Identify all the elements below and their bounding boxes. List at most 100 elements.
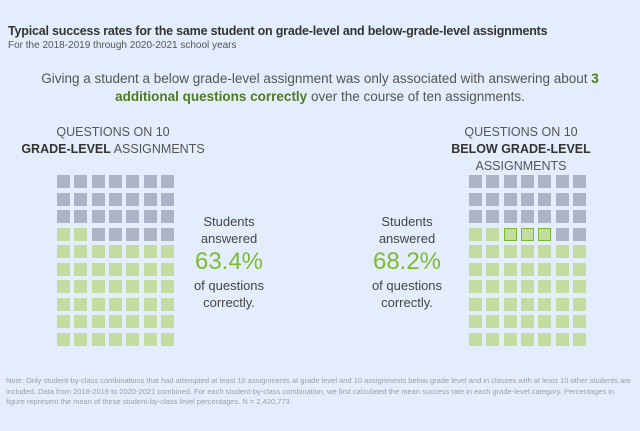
correct-question-square: [469, 227, 482, 241]
summary-highlight: 3 additional questions correctly: [115, 71, 599, 104]
correct-question-square: [57, 227, 70, 241]
correct-question-square: [503, 315, 517, 328]
incorrect-question-square: [160, 210, 174, 223]
correct-question-square: [572, 315, 586, 328]
correct-question-square: [91, 297, 105, 311]
correct-question-square: [143, 245, 157, 258]
correct-question-square: [74, 262, 88, 276]
additional-correct-question-square: [538, 227, 552, 241]
correct-question-square: [538, 262, 552, 276]
correct-question-square: [503, 332, 517, 346]
incorrect-question-square: [160, 192, 174, 206]
incorrect-question-square: [572, 210, 586, 223]
correct-question-square: [503, 245, 517, 258]
incorrect-question-square: [91, 175, 105, 188]
correct-question-square: [143, 332, 157, 346]
correct-question-square: [57, 315, 70, 328]
incorrect-question-square: [555, 227, 569, 241]
left-heading-bold: GRADE-LEVEL: [21, 142, 111, 156]
correct-question-square: [486, 280, 500, 293]
summary-text: Giving a student a below grade-level ass…: [20, 70, 620, 106]
correct-question-square: [108, 280, 122, 293]
correct-question-square: [572, 332, 586, 346]
incorrect-question-square: [91, 210, 105, 223]
incorrect-question-square: [555, 192, 569, 206]
correct-question-square: [520, 297, 534, 311]
incorrect-question-square: [160, 175, 174, 188]
incorrect-question-square: [520, 192, 534, 206]
incorrect-question-square: [503, 175, 517, 188]
correct-question-square: [91, 332, 105, 346]
incorrect-question-square: [520, 210, 534, 223]
correct-question-square: [126, 315, 140, 328]
correct-question-square: [486, 332, 500, 346]
incorrect-question-square: [57, 192, 70, 206]
incorrect-question-square: [538, 210, 552, 223]
correct-question-square: [538, 297, 552, 311]
correct-question-square: [91, 262, 105, 276]
left-panel-heading: QUESTIONS ON 10 GRADE-LEVEL ASSIGNMENTS: [0, 124, 226, 158]
left-stat: Students answered 63.4% of questions cor…: [169, 213, 289, 311]
correct-question-square: [108, 332, 122, 346]
correct-question-square: [57, 332, 70, 346]
correct-question-square: [126, 245, 140, 258]
incorrect-question-square: [469, 210, 482, 223]
incorrect-question-square: [126, 227, 140, 241]
correct-question-square: [572, 297, 586, 311]
correct-question-square: [572, 245, 586, 258]
incorrect-question-square: [74, 210, 88, 223]
correct-question-square: [108, 262, 122, 276]
correct-question-square: [160, 280, 174, 293]
incorrect-question-square: [108, 210, 122, 223]
incorrect-question-square: [126, 192, 140, 206]
correct-question-square: [503, 280, 517, 293]
incorrect-question-square: [572, 227, 586, 241]
summary-after: over the course of ten assignments.: [307, 89, 525, 104]
correct-question-square: [126, 332, 140, 346]
correct-question-square: [108, 315, 122, 328]
correct-question-square: [572, 280, 586, 293]
correct-question-square: [520, 332, 534, 346]
incorrect-question-square: [143, 192, 157, 206]
correct-question-square: [520, 315, 534, 328]
right-panel-heading: QUESTIONS ON 10 BELOW GRADE-LEVEL ASSIGN…: [405, 124, 637, 175]
correct-question-square: [555, 315, 569, 328]
incorrect-question-square: [572, 175, 586, 188]
correct-question-square: [486, 227, 500, 241]
incorrect-question-square: [143, 175, 157, 188]
right-heading-rest: ASSIGNMENTS: [475, 159, 567, 173]
incorrect-question-square: [108, 227, 122, 241]
correct-question-square: [538, 280, 552, 293]
right-stat-line3: of questions: [371, 278, 443, 293]
incorrect-question-square: [486, 210, 500, 223]
correct-question-square: [74, 332, 88, 346]
correct-question-square: [486, 315, 500, 328]
incorrect-question-square: [503, 192, 517, 206]
incorrect-question-square: [469, 175, 482, 188]
correct-question-square: [538, 245, 552, 258]
correct-question-square: [126, 280, 140, 293]
footnote: Note: Only student-by-class combinations…: [6, 376, 631, 406]
correct-question-square: [126, 297, 140, 311]
correct-question-square: [503, 297, 517, 311]
incorrect-question-square: [126, 210, 140, 223]
correct-question-square: [520, 262, 534, 276]
incorrect-question-square: [108, 192, 122, 206]
correct-question-square: [469, 280, 482, 293]
incorrect-question-square: [520, 175, 534, 188]
correct-question-square: [143, 262, 157, 276]
right-percent: 68.2%: [372, 248, 442, 275]
correct-question-square: [160, 315, 174, 328]
summary-before: Giving a student a below grade-level ass…: [41, 71, 592, 86]
chart-subtitle: For the 2018-2019 through 2020-2021 scho…: [8, 40, 237, 51]
correct-question-square: [108, 245, 122, 258]
left-heading-rest: ASSIGNMENTS: [110, 142, 205, 156]
incorrect-question-square: [91, 192, 105, 206]
incorrect-question-square: [143, 210, 157, 223]
incorrect-question-square: [57, 175, 70, 188]
incorrect-question-square: [143, 227, 157, 241]
correct-question-square: [143, 315, 157, 328]
correct-question-square: [469, 297, 482, 311]
incorrect-question-square: [108, 175, 122, 188]
correct-question-square: [555, 297, 569, 311]
